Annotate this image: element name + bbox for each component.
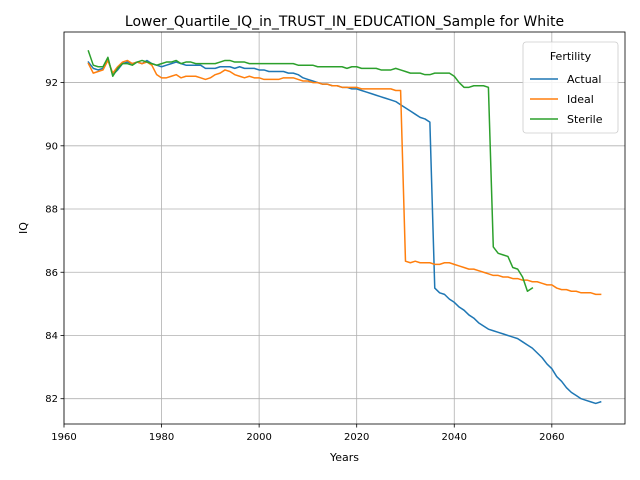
x-tick-label: 1960: [51, 432, 76, 443]
series-line-ideal: [87, 59, 602, 296]
x-tick-label: 2040: [442, 432, 467, 443]
legend-entries: Actual Ideal Sterile: [530, 73, 603, 126]
chart-title: Lower_Quartile_IQ_in_TRUST_IN_EDUCATION_…: [125, 14, 564, 30]
series-line-sterile: [87, 50, 534, 292]
y-tick-label: 88: [45, 205, 58, 216]
y-tick-label: 82: [45, 394, 58, 405]
y-tick-label: 86: [45, 268, 58, 279]
ticks: 1960 1980 2000 2020 2040 2060 82 84 86 88 90 92: [45, 78, 564, 443]
y-axis-label: IQ: [17, 222, 30, 234]
x-tick-label: 2060: [539, 432, 564, 443]
legend-box: [522, 41, 619, 134]
y-tick-label: 90: [45, 141, 58, 152]
x-axis-label: Years: [329, 451, 359, 464]
grid: [63, 32, 625, 424]
x-tick-label: 2020: [344, 432, 369, 443]
legend-label-sterile: Sterile: [567, 113, 603, 126]
y-tick-label: 84: [45, 331, 58, 342]
x-tick-label: 2000: [246, 432, 271, 443]
legend-label-actual: Actual: [567, 73, 601, 86]
series-lines: [87, 50, 602, 405]
axes-frame: [63, 31, 626, 425]
legend-label-ideal: Ideal: [567, 93, 594, 106]
legend-title: Fertility: [550, 50, 592, 63]
x-tick-label: 1980: [149, 432, 174, 443]
y-tick-label: 92: [45, 78, 58, 89]
legend: Fertility Actual Ideal Sterile: [522, 41, 619, 134]
